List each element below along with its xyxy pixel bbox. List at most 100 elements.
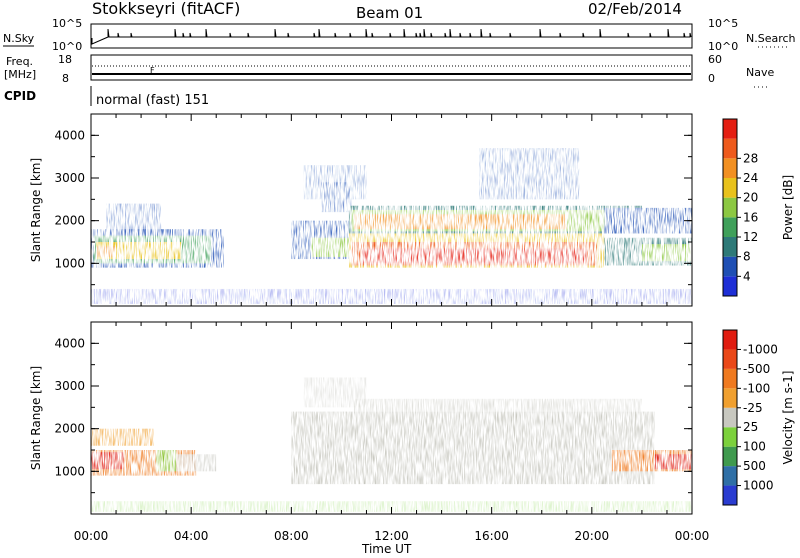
power-evening-upper-scatter bbox=[106, 203, 162, 234]
power-ytick-label: 1000 bbox=[54, 256, 85, 270]
velocity-ytick-label: 1000 bbox=[54, 464, 85, 478]
velocity-ground-scatter-upper bbox=[353, 398, 642, 412]
nsky-tick-bottom: 10^0 bbox=[52, 40, 82, 53]
nave-label: Nave bbox=[746, 66, 774, 79]
freq-tick-top: 18 bbox=[58, 53, 72, 66]
power-colorbar-segment bbox=[723, 178, 737, 198]
power-colorbar-segment bbox=[723, 138, 737, 159]
nsky-panel: N.Sky 10^5 10^0 10^5 10^0 N.Search bbox=[3, 17, 796, 53]
velocity-morning-core bbox=[654, 454, 692, 470]
freq-panel: F Freq. [MHz] 18 8 60 0 Nave bbox=[4, 53, 774, 88]
x-tick-label: 08:00 bbox=[274, 529, 309, 543]
velocity-evening-positive bbox=[156, 450, 177, 472]
power-panel: 1000 2000 3000 4000 Slant Range [km] bbox=[29, 113, 693, 307]
date-title: 02/Feb/2014 bbox=[588, 0, 682, 18]
nsearch-tick-top: 10^5 bbox=[708, 17, 738, 30]
time-axis: 00:00 04:00 08:00 12:00 16:00 20:00 00:00 bbox=[74, 529, 710, 543]
x-tick-label: 00:00 bbox=[74, 529, 109, 543]
velocity-colorbar-segment bbox=[723, 427, 737, 447]
freq-marker: F bbox=[150, 66, 155, 75]
nsearch-tick-bottom: 10^0 bbox=[708, 40, 738, 53]
power-colorbar-label: Power [dB] bbox=[781, 175, 795, 240]
power-upper-band-tail bbox=[604, 207, 692, 234]
nave-tick-top: 60 bbox=[708, 53, 722, 66]
nsky-tick-top: 10^5 bbox=[52, 17, 82, 30]
power-colorbar-tick: 24 bbox=[743, 171, 758, 185]
velocity-colorbar-segment bbox=[723, 330, 737, 350]
power-colorbar-tick: 4 bbox=[743, 269, 751, 283]
power-colorbar-segment bbox=[723, 276, 737, 296]
cpid-label: CPID bbox=[4, 89, 36, 103]
power-colorbar-segment bbox=[723, 119, 737, 139]
velocity-colorbar-tick: 500 bbox=[743, 459, 766, 473]
power-ytick-label: 4000 bbox=[54, 128, 85, 142]
power-colorbar-segment bbox=[723, 158, 737, 178]
x-tick-label: 12:00 bbox=[374, 529, 409, 543]
velocity-colorbar-segment bbox=[723, 407, 737, 428]
nsky-label: N.Sky bbox=[3, 32, 35, 45]
velocity-ytick-label: 4000 bbox=[54, 336, 85, 350]
velocity-colorbar-tick: 100 bbox=[743, 440, 766, 454]
power-colorbar: 4 8 12 16 20 24 28 Power [dB] bbox=[722, 118, 795, 297]
station-title: Stokkseyri (fitACF) bbox=[92, 0, 240, 18]
power-ytick-label: 2000 bbox=[54, 214, 85, 228]
freq-label-1: Freq. bbox=[6, 55, 33, 68]
power-main-echo-core bbox=[361, 248, 587, 264]
nsky-trace bbox=[91, 28, 692, 45]
x-tick-label: 20:00 bbox=[575, 529, 610, 543]
velocity-colorbar-tick: -100 bbox=[743, 381, 770, 395]
x-tick-label: 16:00 bbox=[474, 529, 509, 543]
power-colorbar-tick: 8 bbox=[743, 250, 751, 264]
velocity-colorbar-tick: -500 bbox=[743, 362, 770, 376]
power-colorbar-segment bbox=[723, 256, 737, 277]
velocity-colorbar-segment bbox=[723, 388, 737, 408]
velocity-evening-flow-core bbox=[91, 452, 124, 470]
x-tick-label: 00:00 bbox=[675, 529, 710, 543]
power-near-range-noise bbox=[91, 288, 692, 304]
power-upper-band-core bbox=[353, 214, 567, 230]
velocity-colorbar-tick: -25 bbox=[743, 401, 763, 415]
power-colorbar-tick: 20 bbox=[743, 191, 758, 205]
power-ytick-label: 3000 bbox=[54, 171, 85, 185]
velocity-colorbar-segment bbox=[723, 368, 737, 389]
power-colorbar-segment bbox=[723, 237, 737, 257]
power-high-scatter bbox=[479, 148, 580, 200]
power-colorbar-tick: 28 bbox=[743, 151, 758, 165]
power-evening-band-peak bbox=[96, 246, 117, 257]
velocity-near-range bbox=[91, 501, 692, 512]
velocity-colorbar-segment bbox=[723, 446, 737, 467]
velocity-colorbar-segment bbox=[723, 349, 737, 369]
power-evening-band-core bbox=[96, 242, 182, 260]
freq-tick-bottom: 8 bbox=[62, 72, 69, 85]
velocity-ytick-label: 2000 bbox=[54, 422, 85, 436]
power-growth-core bbox=[311, 237, 352, 257]
velocity-colorbar-tick: 1000 bbox=[743, 479, 774, 493]
velocity-colorbar-segment bbox=[723, 466, 737, 486]
velocity-ytick-label: 3000 bbox=[54, 379, 85, 393]
velocity-ylabel: Slant Range [km] bbox=[29, 366, 43, 470]
power-colorbar-segment bbox=[723, 217, 737, 237]
freq-label-2: [MHz] bbox=[4, 68, 36, 81]
velocity-colorbar: 1000 500 100 25 -25 -100 -500 -1000 Velocity [m … bbox=[722, 329, 795, 506]
cpid-row: CPID normal (fast) 151 bbox=[4, 86, 209, 108]
power-high-scatter-early bbox=[303, 165, 367, 200]
beam-title: Beam 01 bbox=[356, 4, 423, 22]
x-tick-label: 04:00 bbox=[174, 529, 209, 543]
power-morning-core bbox=[641, 244, 692, 262]
velocity-colorbar-label: Velocity [m s-1] bbox=[781, 371, 795, 465]
velocity-evening-upper bbox=[91, 428, 154, 446]
nave-tick-bottom: 0 bbox=[708, 72, 715, 85]
velocity-ground-scatter-early bbox=[303, 377, 367, 408]
velocity-colorbar-tick: 25 bbox=[743, 420, 758, 434]
power-ylabel: Slant Range [km] bbox=[29, 158, 43, 262]
velocity-ground-scatter bbox=[291, 411, 655, 485]
cpid-value: normal (fast) 151 bbox=[96, 93, 209, 108]
velocity-colorbar-tick: -1000 bbox=[743, 342, 778, 356]
power-colorbar-tick: 12 bbox=[743, 230, 758, 244]
power-colorbar-segment bbox=[723, 197, 737, 218]
nsearch-label: N.Search bbox=[746, 32, 796, 45]
velocity-panel: 1000 2000 3000 4000 Slant Range [km] bbox=[29, 321, 693, 515]
power-colorbar-tick: 16 bbox=[743, 210, 758, 224]
